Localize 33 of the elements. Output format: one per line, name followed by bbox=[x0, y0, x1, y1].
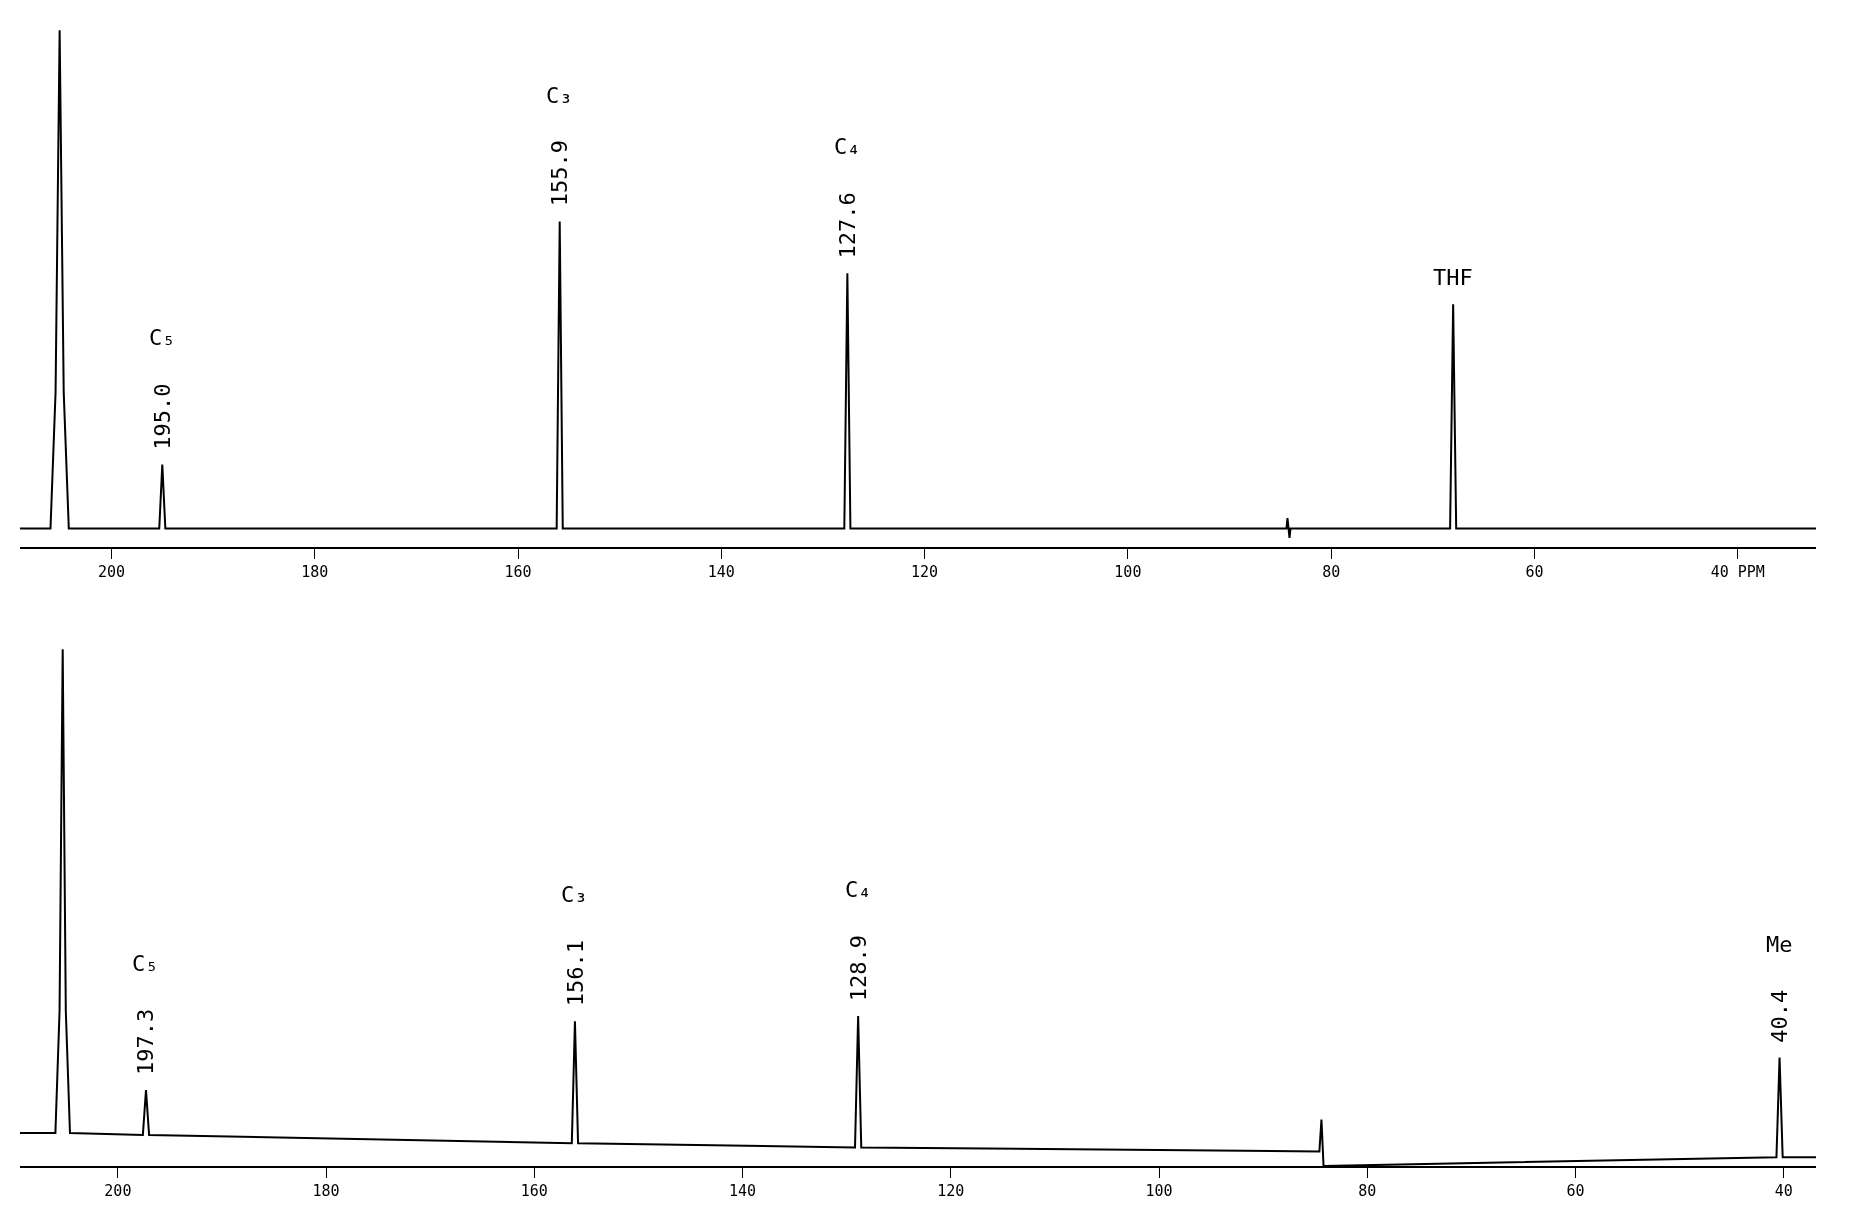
annotation: 195.0 bbox=[149, 383, 175, 450]
annotation: THF bbox=[1433, 265, 1473, 290]
x-tick-label: 80 bbox=[1322, 563, 1341, 582]
x-tick-label: 40 bbox=[1774, 1182, 1793, 1200]
annotation: C₅ bbox=[149, 325, 176, 350]
annotation: C₄ bbox=[845, 877, 872, 902]
annotation: C₅ bbox=[132, 951, 159, 976]
x-tick-label: 100 bbox=[1145, 1182, 1173, 1200]
x-tick-label: 120 bbox=[911, 563, 939, 582]
x-tick-label: 200 bbox=[97, 563, 126, 582]
x-tick-label: 100 bbox=[1114, 563, 1142, 582]
annotation: C₃ bbox=[546, 83, 573, 108]
x-tick-label: 180 bbox=[312, 1182, 340, 1200]
x-tick-label: 180 bbox=[301, 563, 329, 582]
annotation: 156.1 bbox=[562, 939, 588, 1007]
x-tick-label: 140 bbox=[729, 1182, 757, 1200]
annotation: 155.9 bbox=[547, 139, 573, 207]
x-tick-label: 40 PPM bbox=[1710, 563, 1765, 582]
x-tick-label: 60 bbox=[1566, 1182, 1585, 1200]
annotation: 128.9 bbox=[846, 934, 872, 1002]
x-tick-label: 120 bbox=[937, 1182, 965, 1200]
annotation: 127.6 bbox=[835, 192, 861, 259]
x-tick-label: 160 bbox=[520, 1182, 548, 1200]
annotation: Me bbox=[1766, 932, 1793, 957]
x-tick-label: 140 bbox=[707, 563, 735, 582]
annotation: C₃ bbox=[561, 882, 588, 907]
x-tick-label: 80 bbox=[1358, 1182, 1377, 1200]
x-tick-label: 200 bbox=[104, 1182, 132, 1200]
annotation: 40.4 bbox=[1767, 989, 1793, 1043]
annotation: C₄ bbox=[834, 134, 861, 159]
annotation: 197.3 bbox=[133, 1008, 159, 1075]
x-tick-label: 160 bbox=[504, 563, 532, 582]
x-tick-label: 60 bbox=[1525, 563, 1544, 582]
